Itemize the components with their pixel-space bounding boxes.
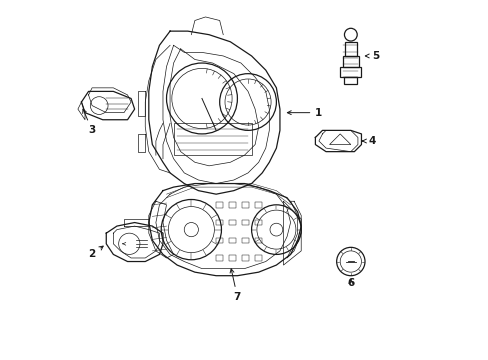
Text: 5: 5: [365, 51, 379, 61]
Text: 7: 7: [230, 269, 241, 302]
Bar: [229, 202, 236, 208]
Bar: [173, 123, 251, 155]
Bar: [242, 238, 249, 243]
Bar: [255, 202, 262, 208]
Bar: [242, 256, 249, 261]
Bar: [255, 238, 262, 243]
Bar: [344, 77, 356, 84]
Bar: [229, 256, 236, 261]
Bar: [229, 220, 236, 225]
Bar: [242, 202, 249, 208]
Bar: [340, 67, 361, 77]
Text: 3: 3: [82, 109, 96, 135]
Bar: [216, 256, 223, 261]
Bar: [255, 220, 262, 225]
Text: 1: 1: [287, 108, 322, 118]
Bar: [242, 220, 249, 225]
Bar: [229, 238, 236, 243]
Bar: [343, 56, 358, 67]
Text: 4: 4: [362, 136, 375, 146]
Bar: [345, 42, 356, 56]
Text: 2: 2: [88, 246, 103, 260]
Bar: [216, 238, 223, 243]
Text: 6: 6: [346, 278, 354, 288]
Bar: [255, 256, 262, 261]
Bar: [216, 202, 223, 208]
Bar: [216, 220, 223, 225]
